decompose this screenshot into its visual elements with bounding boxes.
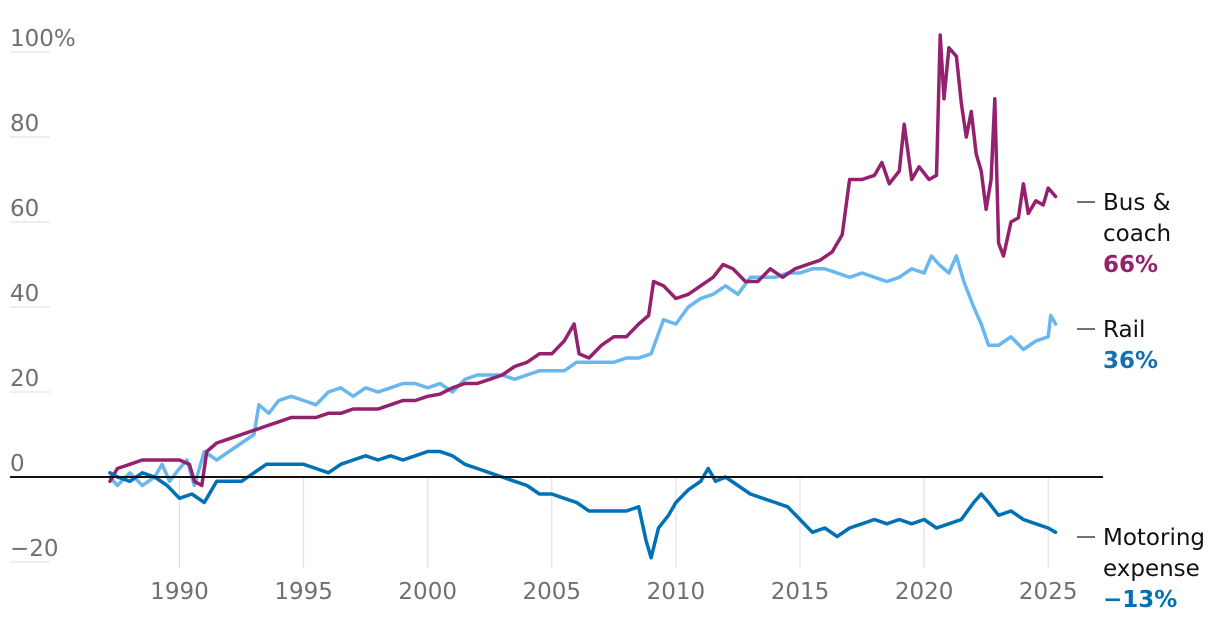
series-end-labels: Bus & coach 66% Rail 36% Motoring expense −13% [1077,190,1205,613]
x-tick-label: 2015 [771,579,830,605]
rail-label-value: 36% [1103,348,1158,374]
motoring-expense-label-value: −13% [1103,587,1177,613]
motoring-expense-label-text: expense [1103,556,1200,582]
x-axis-ticks [178,478,1049,568]
x-tick-label: 2025 [1019,579,1078,605]
bus-coach-label-text: Bus & [1103,190,1171,216]
bus-coach-label-text: coach [1103,221,1171,247]
y-axis-labels: 100% 80 60 40 20 0 −20 [10,26,76,562]
y-tick-label: 60 [10,196,39,222]
y-tick-label: −20 [10,536,59,562]
rail-line [108,254,1058,488]
rail-label-text: Rail [1103,317,1145,343]
x-tick-label: 1995 [274,579,333,605]
bus-coach-label-value: 66% [1103,252,1158,278]
y-tick-label: 0 [10,451,25,477]
x-tick-label: 2020 [895,579,954,605]
x-tick-label: 2005 [523,579,582,605]
x-axis-labels: 1990 1995 2000 2005 2010 2015 2020 2025 [150,579,1077,605]
gridlines [10,51,50,563]
y-tick-label: 20 [10,366,39,392]
series-lines [108,33,1058,560]
x-tick-label: 2010 [647,579,706,605]
x-tick-label: 2000 [398,579,457,605]
y-tick-label: 100% [10,26,76,52]
motoring-expense-line [108,449,1058,560]
motoring-expense-label-text: Motoring [1103,525,1205,551]
x-tick-label: 1990 [150,579,209,605]
y-tick-label: 40 [10,281,39,307]
bus-coach-line [108,33,1058,488]
y-tick-label: 80 [10,111,39,137]
